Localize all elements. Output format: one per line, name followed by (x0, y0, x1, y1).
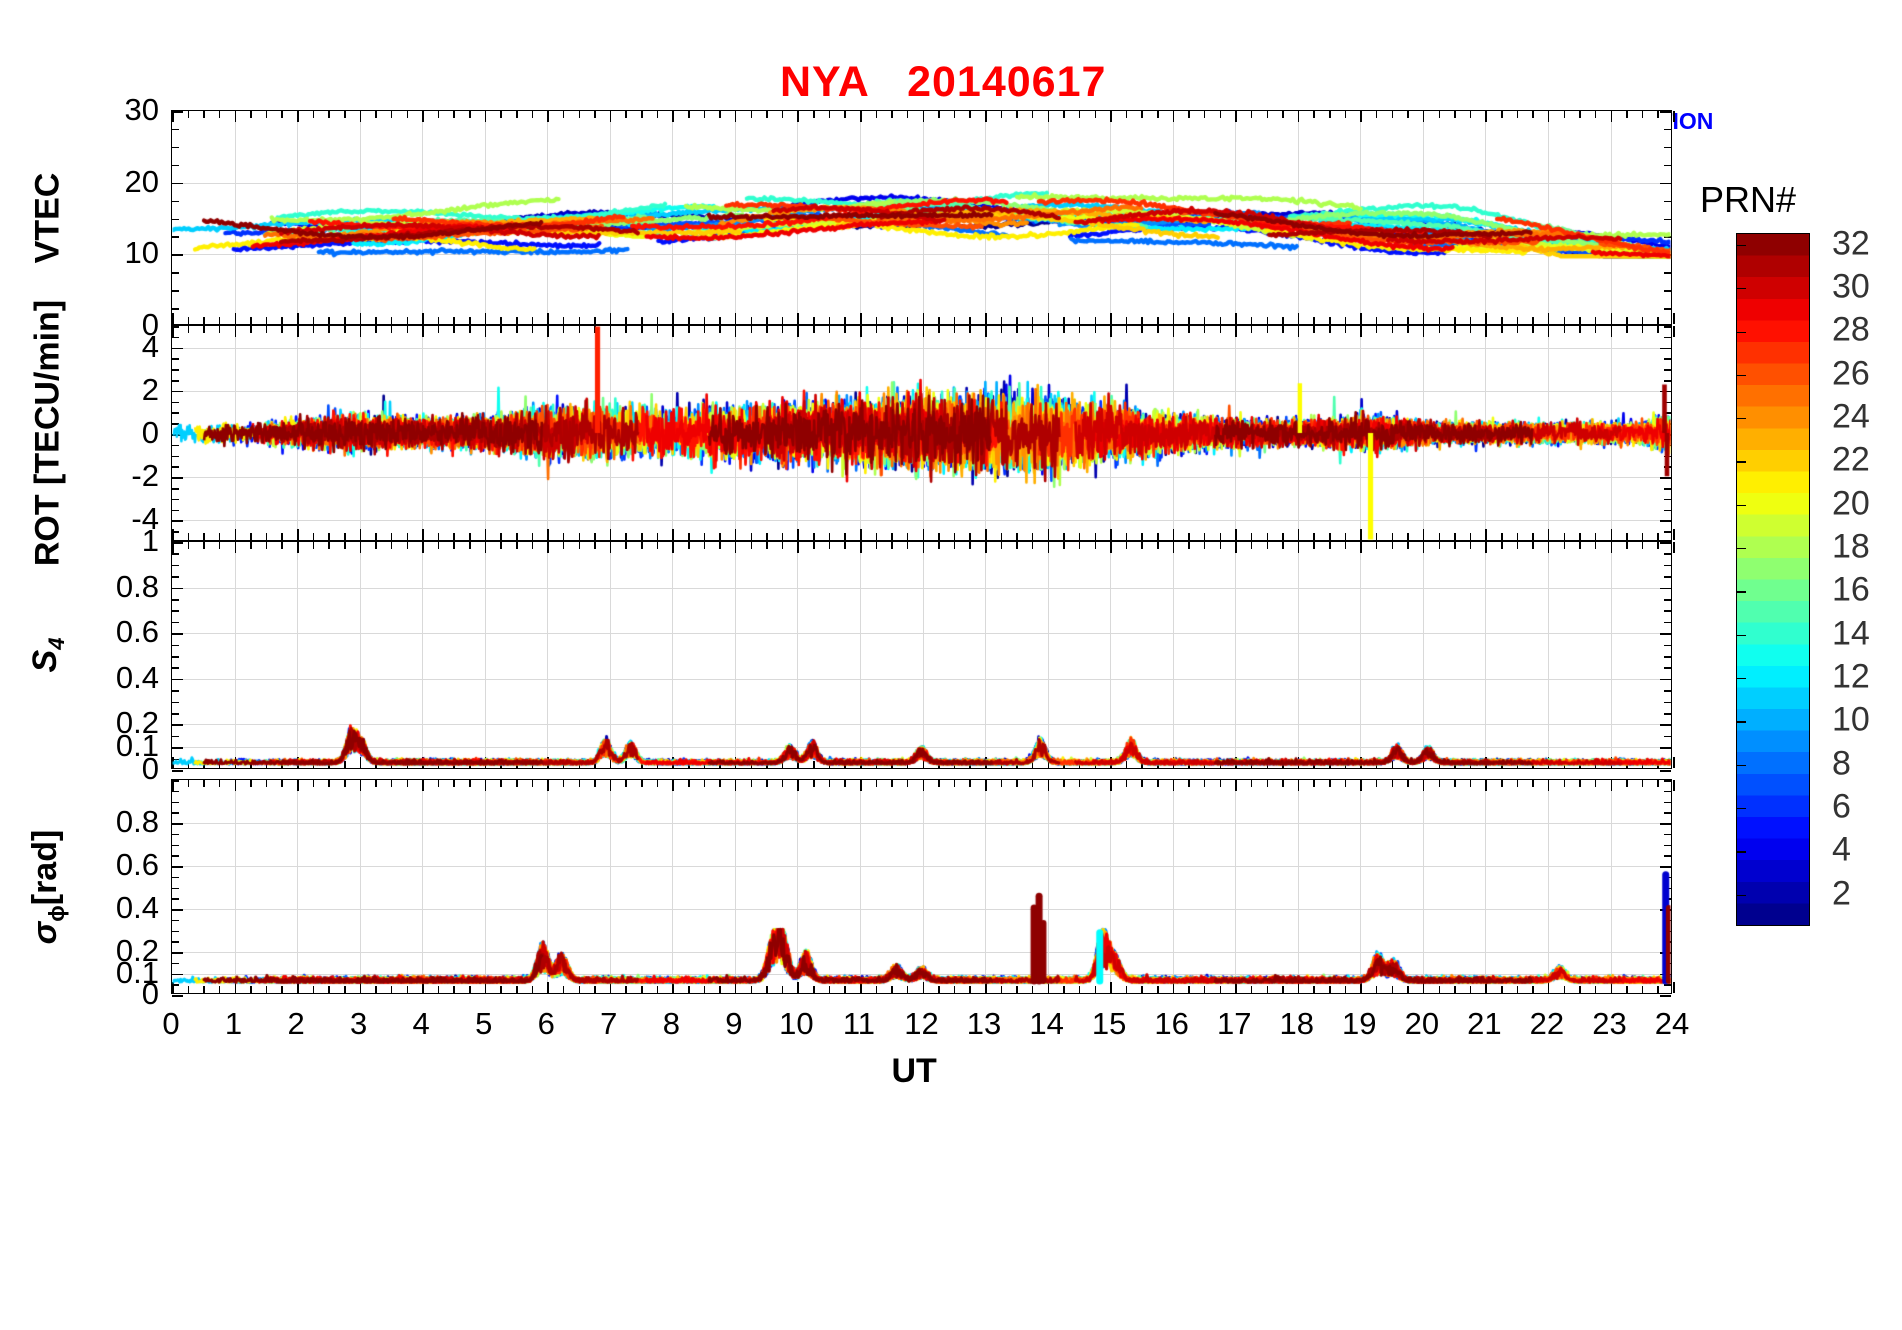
figure-canvas: NYA 20140617 Made by Yaqi Jin on 13-Jul-… (0, 0, 1902, 1330)
plot-data-layer (0, 0, 1902, 1330)
